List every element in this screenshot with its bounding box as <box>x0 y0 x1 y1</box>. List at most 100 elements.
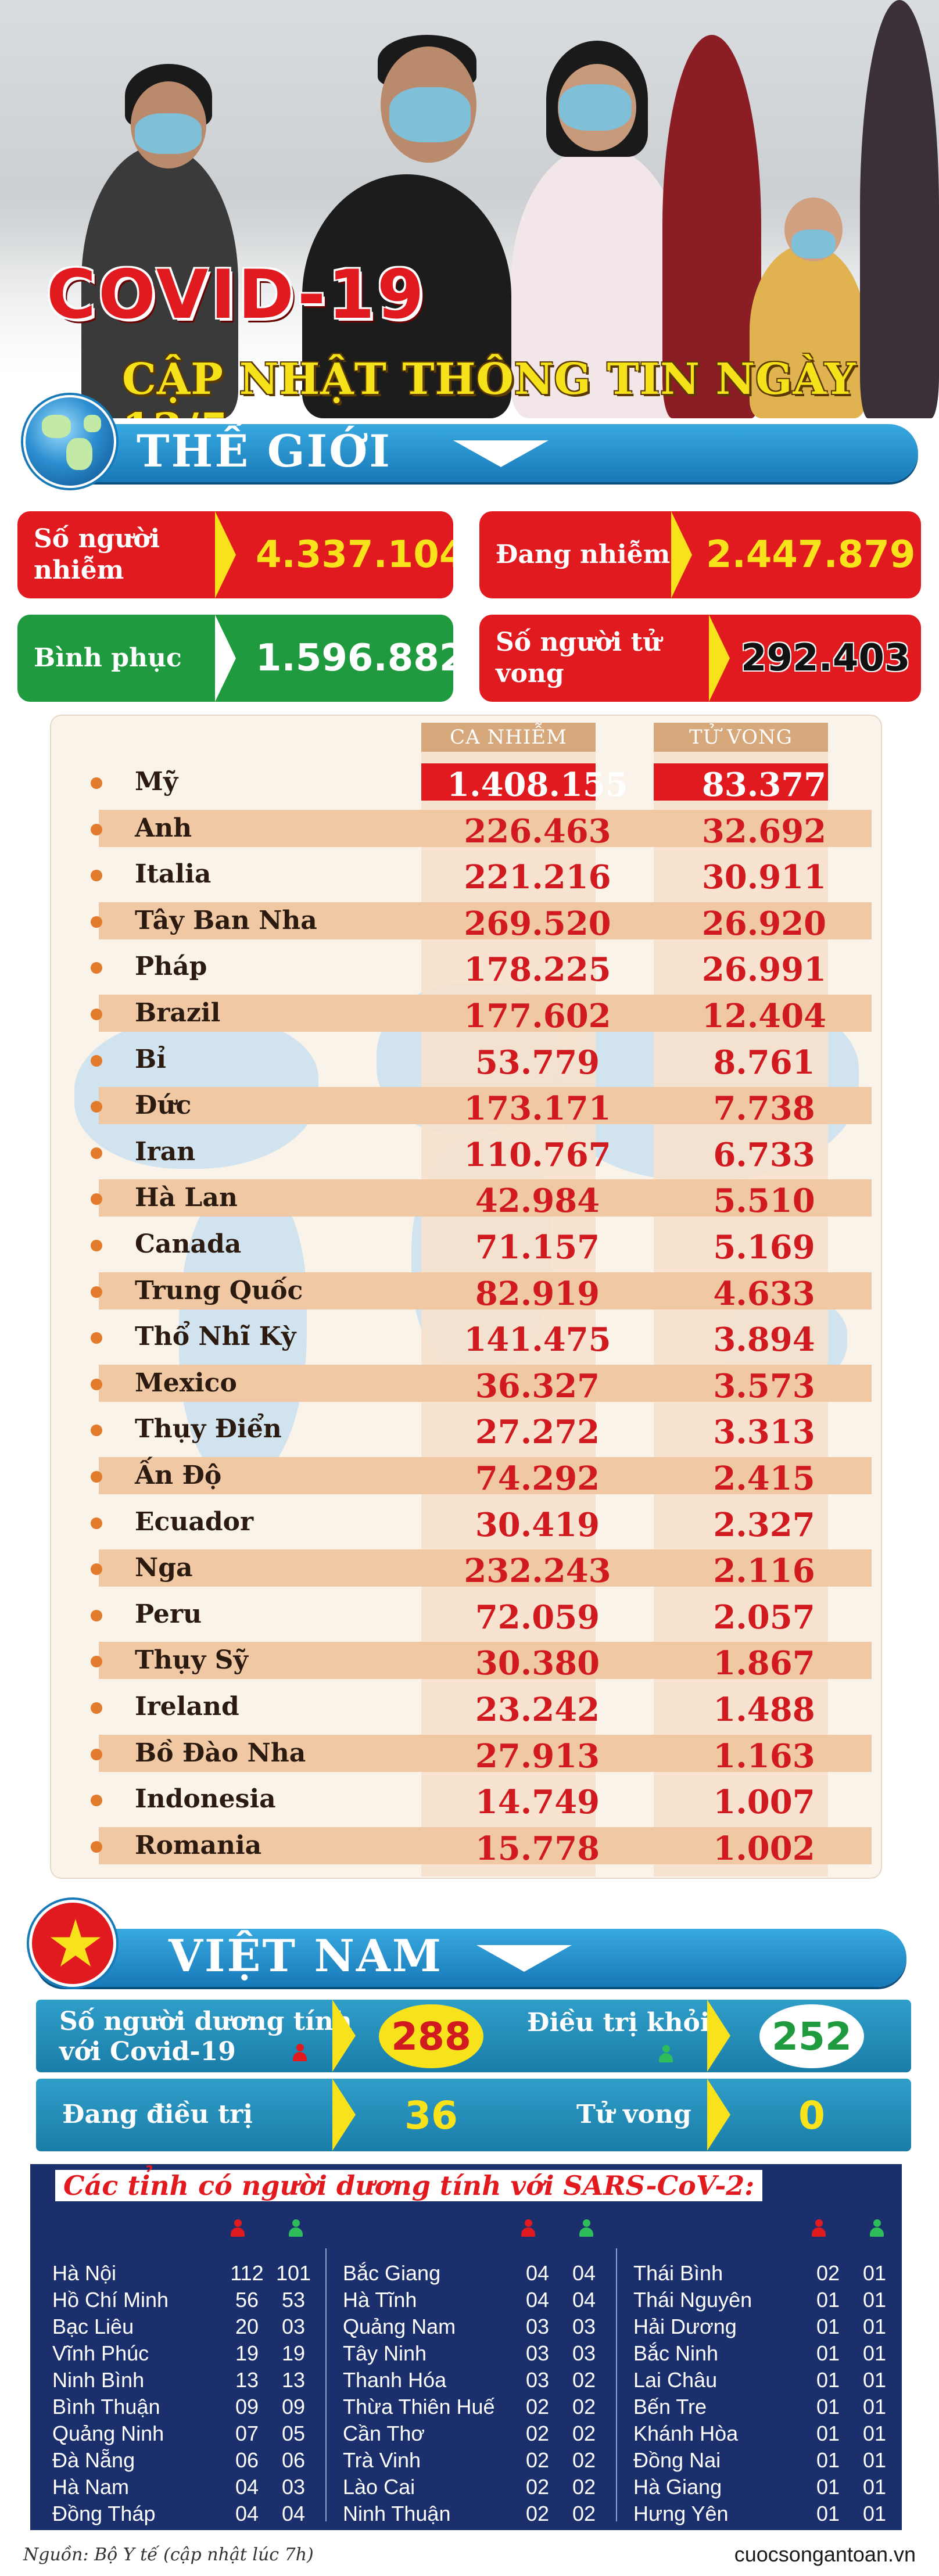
bullet-dot <box>91 1841 102 1853</box>
bullet-dot <box>91 1517 102 1529</box>
bullet-dot <box>91 1610 102 1621</box>
provinces-divider <box>325 2248 327 2521</box>
stat-infected-value: 4.337.104 <box>256 533 453 576</box>
province-cured-count: 03 <box>572 2341 596 2365</box>
country-cases: 221.216 <box>464 858 611 896</box>
col-header-cases: CA NHIỄM <box>421 723 596 752</box>
province-cured-count: 01 <box>862 2502 887 2525</box>
arrow-right-icon <box>332 2000 356 2072</box>
province-row: Vĩnh Phúc 19 19 <box>52 2340 325 2367</box>
stat-recovered: Bình phục 1.596.882 <box>17 615 453 702</box>
province-row: Quảng Ninh 07 05 <box>52 2420 325 2447</box>
world-table-row: Trung Quốc 82.919 4.633 <box>91 1272 872 1313</box>
globe-icon <box>23 395 116 488</box>
world-table-row: Thổ Nhĩ Kỳ 141.475 3.894 <box>91 1318 872 1359</box>
country-deaths: 3.573 <box>713 1367 815 1405</box>
province-name: Hà Nam <box>52 2475 130 2499</box>
country-deaths: 26.991 <box>701 950 827 989</box>
chevron-down-icon <box>453 440 549 467</box>
person-green-icon <box>578 2219 594 2237</box>
province-name: Đồng Tháp <box>52 2502 156 2525</box>
globe-land <box>66 438 92 470</box>
province-cured-count: 13 <box>281 2368 306 2392</box>
stat-recovered-label: Bình phục <box>34 643 182 673</box>
vn-cured-value: 252 <box>759 2004 864 2068</box>
country-deaths: 6.733 <box>713 1136 815 1174</box>
hero-person-center <box>302 174 511 418</box>
province-row: Hải Dương 01 01 <box>633 2313 906 2340</box>
country-cases: 226.463 <box>464 812 611 851</box>
province-row: Thái Nguyên 01 01 <box>633 2287 906 2313</box>
covid-title: COVID-19 <box>46 256 427 334</box>
province-cured-count: 04 <box>572 2288 596 2312</box>
country-cases: 178.225 <box>464 950 611 989</box>
world-table-row: Brazil 177.602 12.404 <box>91 995 872 1035</box>
province-cured-count: 01 <box>862 2448 887 2472</box>
province-positive-count: 01 <box>816 2421 840 2445</box>
country-name: Indonesia <box>135 1784 276 1814</box>
province-positive-count: 01 <box>816 2288 840 2312</box>
country-deaths: 30.911 <box>701 858 827 896</box>
provinces-title: Các tỉnh có người dương tính với SARS-Co… <box>55 2170 763 2201</box>
chevron-down-icon <box>476 1945 572 1972</box>
row-stripe <box>99 1827 872 1864</box>
world-table-row: Tây Ban Nha 269.520 26.920 <box>91 902 872 943</box>
province-positive-count: 04 <box>235 2502 259 2525</box>
province-name: Quảng Ninh <box>52 2421 164 2445</box>
province-cured-count: 02 <box>572 2421 596 2445</box>
country-deaths: 1.007 <box>713 1783 815 1821</box>
world-table-row: Ireland 23.242 1.488 <box>91 1688 872 1729</box>
row-stripe <box>99 1272 872 1309</box>
country-cases: 74.292 <box>475 1459 600 1498</box>
province-cured-count: 02 <box>572 2368 596 2392</box>
country-cases: 269.520 <box>464 905 611 943</box>
province-name: Khánh Hòa <box>633 2421 739 2445</box>
province-cured-count: 02 <box>572 2395 596 2419</box>
province-name: Bắc Ninh <box>633 2341 719 2365</box>
province-row: Bình Thuận 09 09 <box>52 2394 325 2420</box>
stat-deaths: Số người tử vong 292.403 <box>479 615 921 702</box>
hero-person-center-mask <box>389 87 471 142</box>
province-name: Đà Nẵng <box>52 2448 135 2472</box>
stat-active-label: Đang nhiễm <box>496 540 671 569</box>
country-cases: 23.242 <box>475 1691 600 1729</box>
world-table-row: Pháp 178.225 26.991 <box>91 948 872 989</box>
vietnam-flag-icon <box>29 1900 116 1987</box>
province-row: Thái Bình 02 01 <box>633 2260 906 2287</box>
province-name: Bến Tre <box>633 2395 707 2419</box>
province-positive-count: 01 <box>816 2502 840 2525</box>
vn-positive-label-2: với Covid-19 <box>59 2037 236 2066</box>
country-name: Bồ Đào Nha <box>135 1738 306 1768</box>
world-table-row: Canada 71.157 5.169 <box>91 1226 872 1267</box>
bullet-dot <box>91 777 102 789</box>
country-name: Iran <box>135 1137 196 1167</box>
province-name: Hải Dương <box>633 2315 737 2338</box>
province-row: Quảng Nam 03 03 <box>343 2313 616 2340</box>
country-name: Bỉ <box>135 1045 166 1074</box>
bullet-dot <box>91 1240 102 1251</box>
vietnam-banner: VIỆT NAM <box>35 1929 906 1987</box>
bullet-dot <box>91 824 102 835</box>
province-name: Ninh Bình <box>52 2368 145 2392</box>
country-name: Italia <box>135 859 212 889</box>
province-positive-count: 112 <box>230 2261 264 2285</box>
country-cases: 36.327 <box>475 1367 600 1405</box>
vn-deaths-label: Tử vong <box>576 2100 691 2129</box>
world-table-row: Thụy Điển 27.272 3.313 <box>91 1411 872 1451</box>
country-deaths: 1.163 <box>713 1737 815 1775</box>
country-cases: 110.767 <box>464 1136 611 1174</box>
arrow-right-icon <box>215 511 236 598</box>
province-name: Bạc Liêu <box>52 2315 134 2338</box>
province-cured-count: 05 <box>281 2421 306 2445</box>
province-positive-count: 01 <box>816 2368 840 2392</box>
country-name: Đức <box>135 1090 192 1120</box>
province-cured-count: 01 <box>862 2368 887 2392</box>
province-row: Hà Tĩnh 04 04 <box>343 2287 616 2313</box>
country-cases: 232.243 <box>464 1552 611 1590</box>
province-cured-count: 03 <box>281 2315 306 2338</box>
province-row: Cần Thơ 02 02 <box>343 2420 616 2447</box>
country-cases: 72.059 <box>475 1598 600 1637</box>
province-cured-count: 19 <box>281 2341 306 2365</box>
highlight-cases-bg <box>421 763 596 801</box>
vn-treating-label: Đang điều trị <box>62 2100 253 2129</box>
